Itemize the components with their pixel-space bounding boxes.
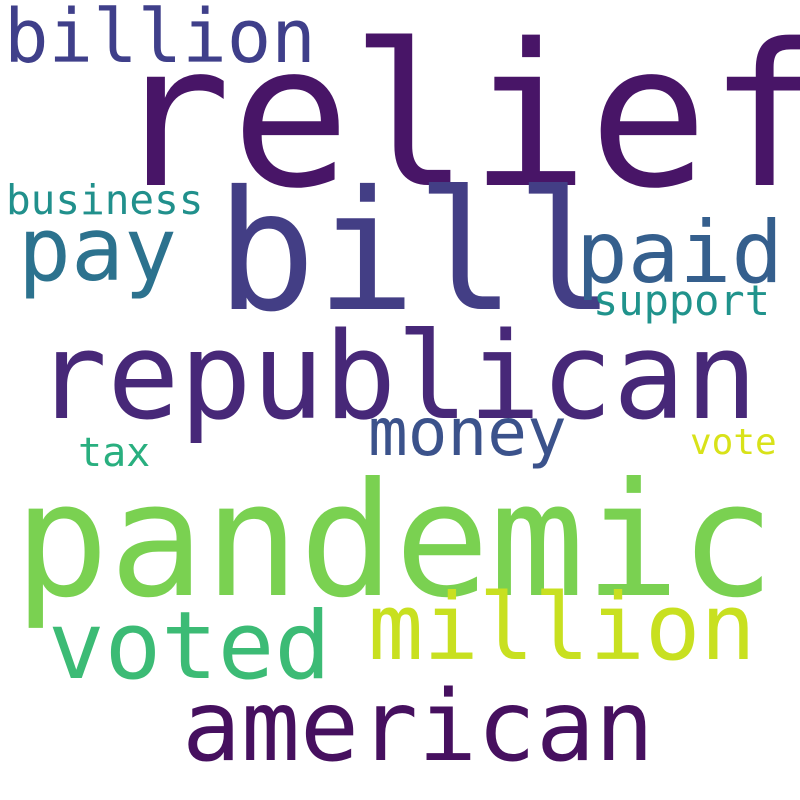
word-bill: bill [216, 156, 616, 349]
word-paid: paid [576, 203, 784, 303]
word-million: million [368, 574, 756, 681]
word-relief: relief [112, 1, 800, 232]
word-american: american [182, 670, 655, 784]
word-billion: billion [4, 0, 316, 80]
word-pandemic: pandemic [14, 449, 775, 633]
word-pay: pay [18, 198, 177, 301]
word-vote: vote [690, 422, 777, 463]
word-business: business [6, 176, 204, 224]
word-voted: voted [48, 592, 331, 701]
word-money: money [368, 394, 567, 471]
word-support: support [593, 276, 771, 325]
word-republican: republican [35, 308, 758, 447]
word-tax: tax [78, 430, 151, 476]
